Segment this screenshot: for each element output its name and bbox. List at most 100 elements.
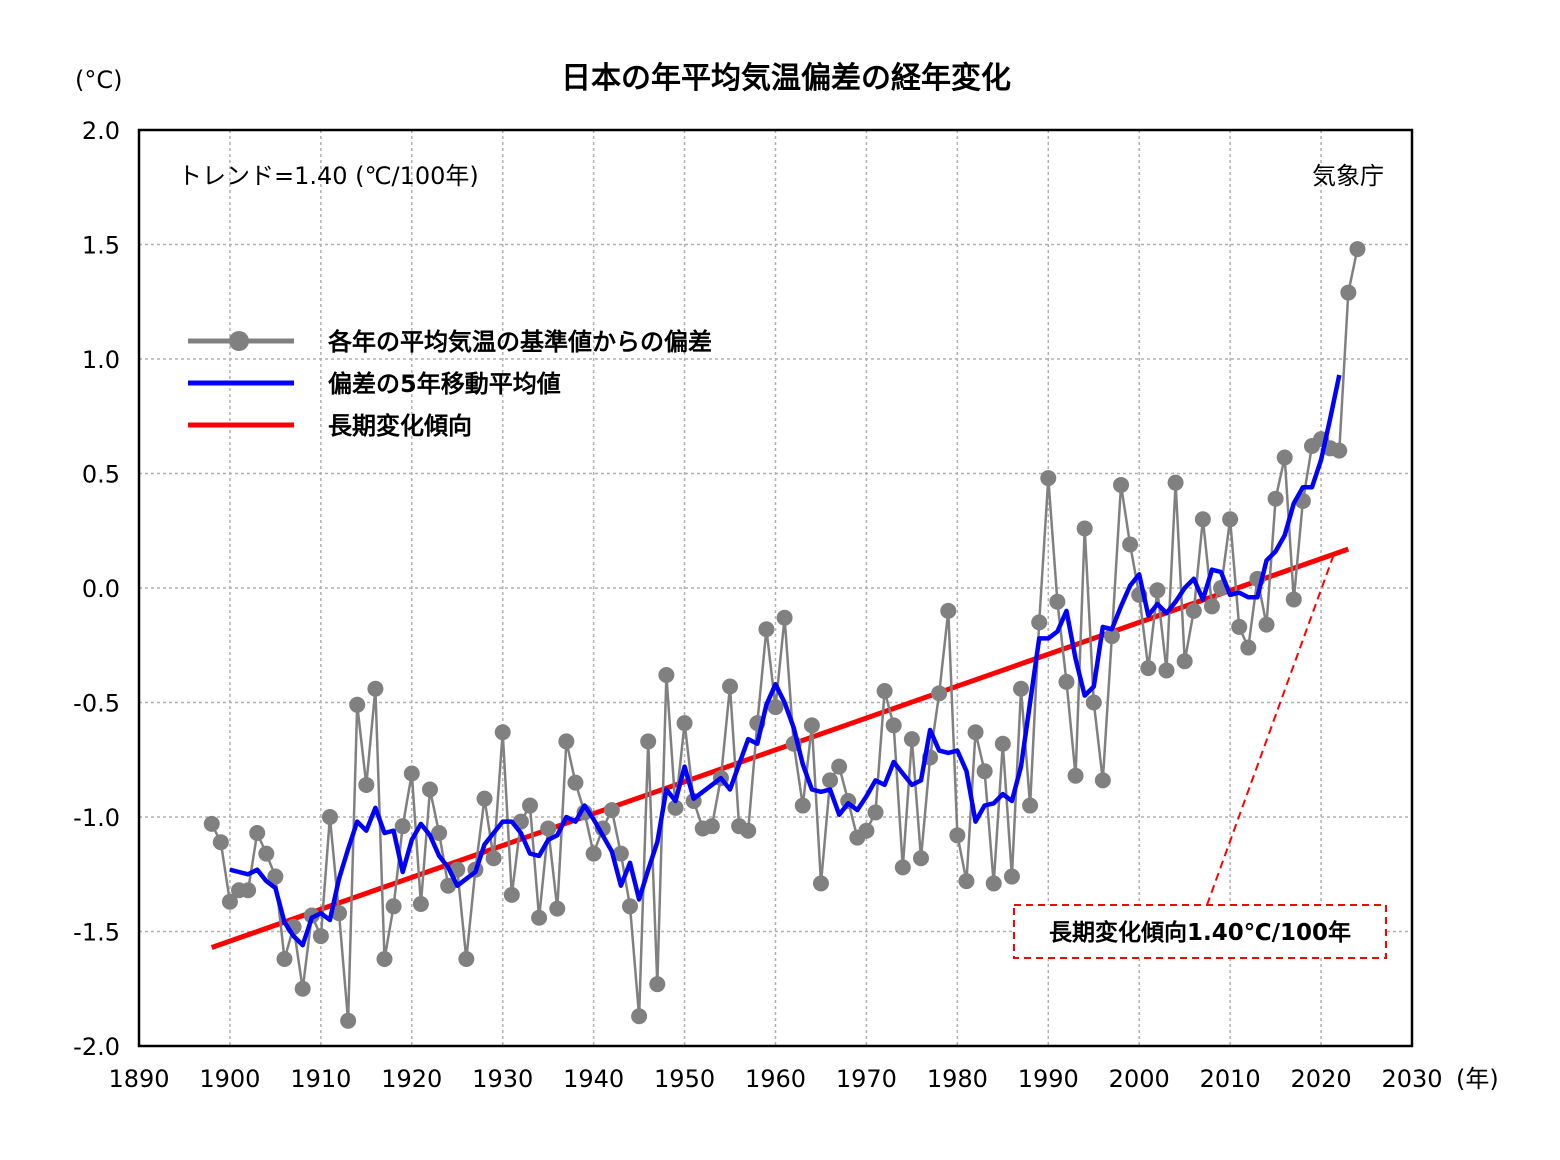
- x-unit-label: (年): [1456, 1065, 1499, 1093]
- x-tick-label: 2020: [1291, 1065, 1352, 1093]
- annual-anomaly-point: [1185, 602, 1202, 619]
- annual-anomaly-point: [676, 715, 693, 732]
- annual-anomaly-point: [294, 980, 311, 997]
- annual-anomaly-point: [622, 898, 639, 915]
- annual-anomaly-point: [985, 875, 1002, 892]
- legend-item-annual: 各年の平均気温の基準値からの偏差: [188, 328, 712, 356]
- annual-anomaly-point: [1194, 511, 1211, 528]
- annual-anomaly-point: [667, 799, 684, 816]
- annual-anomaly-point: [521, 797, 538, 814]
- legend-item-moving-average: 偏差の5年移動平均値: [188, 370, 561, 398]
- annual-anomaly-point: [1222, 511, 1239, 528]
- moving-average-line: [229, 374, 1342, 948]
- annual-anomaly-point: [958, 873, 975, 890]
- annual-anomaly-point: [1094, 772, 1111, 789]
- annual-anomaly-point: [876, 683, 893, 700]
- annual-anomaly-point: [767, 699, 784, 716]
- annual-anomaly-point: [403, 765, 420, 782]
- x-tick-label: 2030: [1381, 1065, 1442, 1093]
- annual-anomaly-point: [1167, 474, 1184, 491]
- annual-anomaly-point: [903, 731, 920, 748]
- trend-callout: 長期変化傾向1.40℃/100年: [1013, 553, 1387, 959]
- y-tick-label: -1.5: [73, 919, 120, 947]
- annual-anomaly-point: [203, 815, 220, 832]
- annual-anomaly-point: [267, 868, 284, 885]
- annual-anomaly-point: [1258, 616, 1275, 633]
- annual-anomaly-point: [722, 678, 739, 695]
- annual-anomaly-point: [358, 776, 375, 793]
- grid: [139, 130, 1412, 1046]
- annual-anomaly-point: [1049, 593, 1066, 610]
- annual-anomaly-point: [940, 602, 957, 619]
- annual-anomaly-point: [649, 976, 666, 993]
- annual-anomaly-point: [1003, 868, 1020, 885]
- annual-anomaly-point: [776, 609, 793, 626]
- annual-anomaly-point: [1231, 618, 1248, 635]
- annual-anomaly-point: [503, 886, 520, 903]
- annual-anomaly-point: [949, 827, 966, 844]
- annual-anomaly-point: [1285, 591, 1302, 608]
- annual-anomaly-point: [1022, 797, 1039, 814]
- annual-anomaly-point: [822, 772, 839, 789]
- annual-anomaly-point: [1267, 490, 1284, 507]
- legend-item-trend: 長期変化傾向: [188, 412, 472, 440]
- annual-anomaly-point: [1040, 470, 1057, 487]
- legend-label-trend: 長期変化傾向: [328, 412, 472, 440]
- annual-anomaly-point: [440, 877, 457, 894]
- x-tick-label: 1940: [563, 1065, 624, 1093]
- callout-leader-line: [1206, 553, 1335, 906]
- legend-label-annual: 各年の平均気温の基準値からの偏差: [327, 328, 712, 356]
- x-tick-label: 1930: [472, 1065, 533, 1093]
- x-tick-label: 2010: [1200, 1065, 1261, 1093]
- annual-anomaly-point: [1349, 241, 1366, 258]
- annual-anomaly-point: [1340, 284, 1357, 301]
- annual-anomaly-point: [1067, 767, 1084, 784]
- y-tick-label: 0.5: [82, 461, 120, 489]
- y-tick-label: 1.0: [82, 346, 120, 374]
- trend-line-layer: [210, 546, 1350, 950]
- x-tick-label: 1960: [745, 1065, 806, 1093]
- annual-anomaly-point: [1276, 449, 1293, 466]
- annual-anomaly-point: [558, 733, 575, 750]
- annual-anomaly-point: [385, 898, 402, 915]
- plot-frame: [137, 128, 1414, 1048]
- annual-anomaly-point: [421, 781, 438, 798]
- x-tick-label: 1920: [381, 1065, 442, 1093]
- annual-anomaly-point: [431, 825, 448, 842]
- y-tick-label: -1.0: [73, 804, 120, 832]
- annual-anomaly-point: [658, 667, 675, 684]
- y-unit-label: (°C): [75, 66, 122, 94]
- annual-anomaly-point: [758, 621, 775, 638]
- annual-anomaly-point: [249, 825, 266, 842]
- y-tick-label: -2.0: [73, 1033, 120, 1061]
- annual-anomaly-point: [367, 680, 384, 697]
- annual-anomaly-point: [703, 818, 720, 835]
- x-tick-label: 1950: [654, 1065, 715, 1093]
- annual-anomaly-point: [858, 822, 875, 839]
- annual-anomaly-point: [485, 850, 502, 867]
- trend-line: [210, 546, 1350, 950]
- annual-anomaly-point: [885, 717, 902, 734]
- annual-anomaly-point: [1076, 520, 1093, 537]
- legend-marker-annual: [229, 331, 249, 351]
- annual-anomaly-point: [1122, 536, 1139, 553]
- annual-anomaly-point: [976, 763, 993, 780]
- x-tick-label: 1970: [836, 1065, 897, 1093]
- annual-anomaly-point: [640, 733, 657, 750]
- x-tick-label: 2000: [1109, 1065, 1170, 1093]
- annual-anomaly-point: [603, 802, 620, 819]
- moving-average-layer: [229, 374, 1342, 948]
- y-tick-label: -0.5: [73, 690, 120, 718]
- y-tick-label: 2.0: [82, 117, 120, 145]
- annual-anomaly-point: [1203, 598, 1220, 615]
- annual-anomaly-point: [549, 900, 566, 917]
- annual-anomaly-point: [1113, 476, 1130, 493]
- annual-anomaly-point: [867, 804, 884, 821]
- annual-anomaly-point: [1013, 680, 1030, 697]
- annual-anomaly-point: [994, 735, 1011, 752]
- annual-anomaly-point: [458, 950, 475, 967]
- annual-anomaly-point: [803, 717, 820, 734]
- x-tick-label: 1890: [108, 1065, 169, 1093]
- annual-anomaly-point: [794, 797, 811, 814]
